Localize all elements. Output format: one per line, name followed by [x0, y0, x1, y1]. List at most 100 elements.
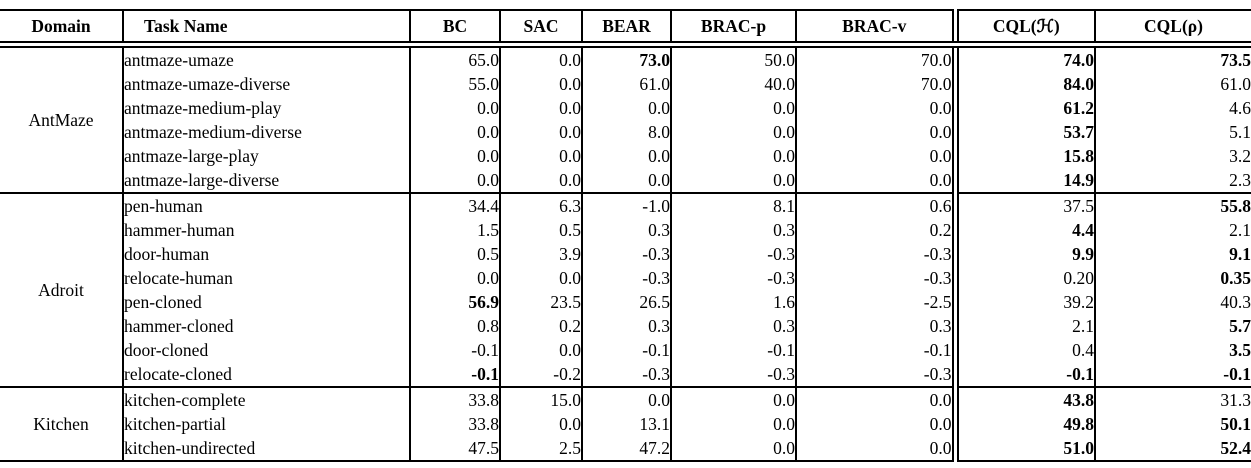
table-row: relocate-cloned -0.1 -0.2 -0.3 -0.3 -0.3 -0.1-… [0, 362, 1251, 387]
cell-cql-rho: 40.3 [1094, 290, 1251, 314]
task-name-cell: door-cloned [122, 338, 410, 362]
cell-cql-rho: 31.3 [1094, 386, 1251, 412]
cell-bc: 56.9 [409, 290, 500, 314]
cell-bc: -0.1 [409, 338, 500, 362]
cell-sac: 15.0 [499, 386, 582, 412]
table-row: AntMaze antmaze-umaze 65.0 0.0 73.0 50.0 70.0 7… [0, 43, 1251, 193]
task-name-cell: kitchen-complete [122, 386, 410, 412]
cell-bc: 33.8 [409, 386, 500, 412]
cell-brac-v: 0.0 [795, 144, 955, 168]
cell-bc: 0.0 [409, 120, 500, 144]
cell-cql-h: 0.20 [951, 266, 1095, 290]
cell-bc: 0.0 [409, 266, 500, 290]
cell-sac: 0.0 [499, 168, 582, 193]
table-body: AntMaze antmaze-umaze 65.0 0.0 73.0 50.0 70.0 7… [0, 43, 1251, 461]
column-header-bear: BEAR [581, 10, 671, 48]
table-row: hammer-cloned 0.8 0.2 0.3 0.3 0.3 2.1 5.7 [0, 314, 1251, 338]
cell-bear: -0.1 [581, 338, 671, 362]
cell-bear: 47.2 [581, 436, 671, 461]
cell-cql-rho: 3.5 [1094, 338, 1251, 362]
cell-cql-h: 39.2 [951, 290, 1095, 314]
cell-bear: -0.3 [581, 266, 671, 290]
cell-cql-rho: 73.5 [1094, 43, 1251, 72]
cell-brac-p: 0.0 [670, 436, 796, 461]
cell-brac-v: -0.1 [795, 338, 955, 362]
benchmark-results-table: Domain Task Name BC SAC BEAR BRAC-p BRAC… [0, 9, 1251, 462]
table-row: Adroit pen-human 34.4 6.3 -1.0 8.1 0.6 37.5 55.8 [0, 192, 1251, 387]
cell-bear: 0.0 [581, 386, 671, 412]
table-row: relocate-human 0.0 0.0 -0.3 -0.3 -0.3 0.20 0.35 [0, 266, 1251, 290]
cell-cql-h: 43.8 [951, 386, 1095, 412]
cell-cql-rho: 2.3 [1094, 168, 1251, 193]
table-row: antmaze-umaze-diverse 55.0 0.0 61.0 40.0 70.0… [0, 72, 1251, 96]
task-name-cell: antmaze-large-diverse [122, 168, 410, 193]
cell-sac: 0.0 [499, 72, 582, 96]
task-name-cell: antmaze-umaze-diverse [122, 72, 410, 96]
cell-sac: -0.2 [499, 362, 582, 387]
cell-bc: 0.0 [409, 96, 500, 120]
cell-bc: 0.5 [409, 242, 500, 266]
cell-bc: 33.8 [409, 412, 500, 436]
cell-brac-v: -0.3 [795, 362, 955, 387]
task-name-cell: antmaze-umaze [122, 43, 410, 72]
column-header-bc: BC [409, 10, 500, 48]
cell-sac: 0.5 [499, 218, 582, 242]
cell-cql-h: 0.4 [951, 338, 1095, 362]
cell-bear: 26.5 [581, 290, 671, 314]
column-header-sac: SAC [499, 10, 582, 48]
cell-brac-v: 0.3 [795, 314, 955, 338]
cell-bear: 0.0 [581, 168, 671, 193]
cell-sac: 0.2 [499, 314, 582, 338]
cell-brac-v: 0.6 [795, 192, 955, 218]
header-row: Domain Task Name BC SAC BEAR BRAC-p BRAC… [0, 10, 1251, 48]
table-row: kitchen-undirected 47.5 2.5 47.2 0.0 0.0 51.0 5… [0, 436, 1251, 461]
table-row: antmaze-large-diverse 0.0 0.0 0.0 0.0 0.0 14.9… [0, 168, 1251, 193]
cell-sac: 0.0 [499, 144, 582, 168]
task-name-cell: kitchen-partial [122, 412, 410, 436]
cell-brac-p: -0.1 [670, 338, 796, 362]
cell-brac-p: -0.3 [670, 242, 796, 266]
column-header-domain: Domain [0, 10, 123, 48]
cell-brac-v: -0.3 [795, 242, 955, 266]
cell-brac-p: 8.1 [670, 192, 796, 218]
domain-cell: Kitchen [0, 386, 123, 461]
cell-sac: 3.9 [499, 242, 582, 266]
cell-cql-rho: 52.4 [1094, 436, 1251, 461]
task-name-cell: hammer-human [122, 218, 410, 242]
table-row: antmaze-medium-diverse 0.0 0.0 8.0 0.0 0.0 53.… [0, 120, 1251, 144]
cell-brac-p: 0.0 [670, 144, 796, 168]
cell-brac-v: 70.0 [795, 43, 955, 72]
cell-sac: 0.0 [499, 43, 582, 72]
cell-bear: 8.0 [581, 120, 671, 144]
cell-cql-h: 14.9 [951, 168, 1095, 193]
table-row: hammer-human 1.5 0.5 0.3 0.3 0.2 4.4 2.1 [0, 218, 1251, 242]
cell-brac-p: 0.0 [670, 412, 796, 436]
column-header-brac-p: BRAC-p [670, 10, 796, 48]
cell-sac: 0.0 [499, 266, 582, 290]
domain-cell: AntMaze [0, 43, 123, 193]
cell-cql-rho: 5.1 [1094, 120, 1251, 144]
cell-cql-h: 74.0 [951, 43, 1095, 72]
cell-cql-rho: 4.6 [1094, 96, 1251, 120]
cell-brac-v: 0.0 [795, 386, 955, 412]
cell-bc: 47.5 [409, 436, 500, 461]
cell-cql-rho: 50.1 [1094, 412, 1251, 436]
cell-sac: 23.5 [499, 290, 582, 314]
cell-cql-rho: 2.1 [1094, 218, 1251, 242]
cell-brac-p: 0.0 [670, 168, 796, 193]
cell-bear: 61.0 [581, 72, 671, 96]
domain-cell: Adroit [0, 192, 123, 387]
cell-brac-p: 1.6 [670, 290, 796, 314]
cell-sac: 6.3 [499, 192, 582, 218]
cell-cql-rho: -0.1 [1094, 362, 1251, 387]
cell-sac: 0.0 [499, 120, 582, 144]
task-name-cell: antmaze-medium-diverse [122, 120, 410, 144]
cell-cql-h: 15.8 [951, 144, 1095, 168]
cell-bear: -1.0 [581, 192, 671, 218]
table-row: door-human 0.5 3.9 -0.3 -0.3 -0.3 9.9 9.1 [0, 242, 1251, 266]
cell-brac-p: -0.3 [670, 362, 796, 387]
cell-brac-v: -0.3 [795, 266, 955, 290]
task-name-cell: pen-cloned [122, 290, 410, 314]
cell-cql-rho: 5.7 [1094, 314, 1251, 338]
